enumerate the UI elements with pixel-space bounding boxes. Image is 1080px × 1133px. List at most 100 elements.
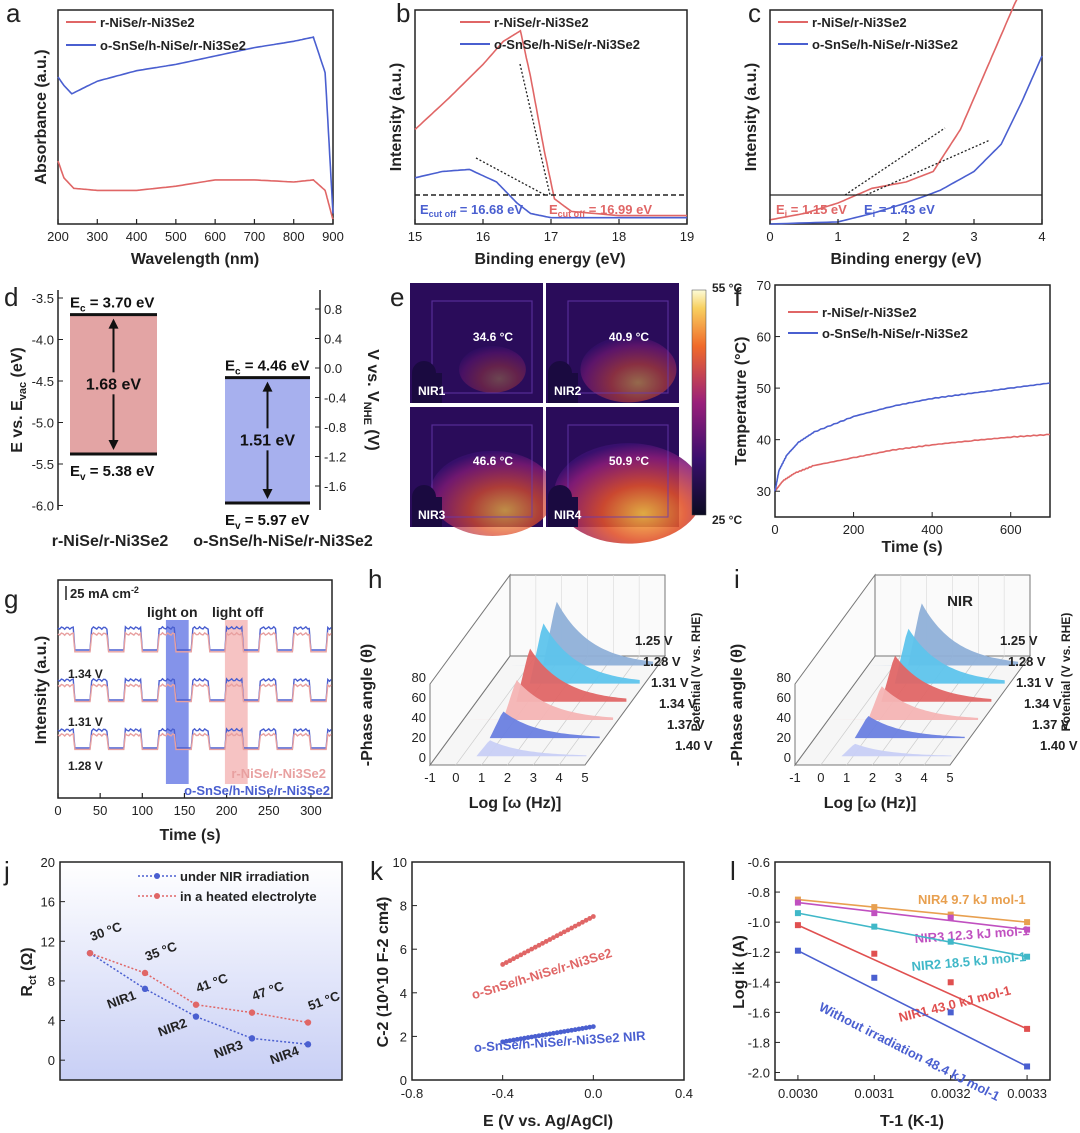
- grid-line: [558, 655, 640, 766]
- panel-h: -1 0 1 2 3 4 5 0 20 40 60 80 1.25 V 1.28 V 1.31 V 1.34…: [359, 573, 713, 812]
- x-tick-label: 2: [902, 229, 909, 244]
- sample-outline: [567, 300, 669, 394]
- thermal-image-grid: 34.6 °C NIR1 40.9 °C NIR2 46.6 °C NIR3 50.9 °C…: [410, 283, 703, 544]
- series-group: [769, 0, 1043, 225]
- y-tick-label: 8: [48, 974, 55, 989]
- x-tick-label: 2: [869, 770, 876, 785]
- x-tick-label: 1: [843, 770, 850, 785]
- phase-peak-area: [841, 655, 992, 702]
- chopped-current-trace: [57, 732, 332, 751]
- hot-spot: [459, 346, 526, 393]
- x-tick-label: 3: [970, 229, 977, 244]
- data-point: [794, 910, 801, 917]
- x-tick-label: 100: [131, 803, 153, 818]
- x-axis-label: Binding energy (eV): [474, 251, 625, 268]
- side-plane: [794, 573, 876, 767]
- x-tick-label: 500: [165, 229, 187, 244]
- data-point: [590, 914, 596, 919]
- left-tick-label: -6.0: [32, 499, 54, 514]
- data-point: [590, 1024, 596, 1029]
- tspan: E: [70, 463, 80, 480]
- legend-entry: o-SnSe/h-NiSe/r-Ni3Se2: [494, 37, 640, 52]
- clip-shape: [412, 373, 442, 403]
- x-tick-label: 300: [86, 229, 108, 244]
- phase-peak-area: [814, 716, 965, 739]
- data-point: [947, 938, 954, 945]
- tspan: E: [70, 295, 80, 312]
- axis-ticks: 0.0030 0.0031 0.0032 0.0033 -0.6 -0.8 -1.0 -1.2…: [748, 855, 1047, 1101]
- light-off-label: light off: [212, 604, 264, 620]
- scale-min-label: 25 °C: [712, 513, 742, 527]
- data-point: [500, 962, 506, 967]
- x-tick-label: 17: [544, 229, 558, 244]
- phase-peak-area: [828, 686, 979, 720]
- legend-entry: r-NiSe/r-Ni3Se2: [494, 15, 589, 30]
- y-axis-label: Intensity (a.u.): [33, 636, 50, 744]
- x-tick-label: 15: [408, 229, 422, 244]
- data-point: [794, 896, 801, 903]
- data-point: [569, 1027, 574, 1033]
- tangent-line: [865, 139, 991, 196]
- data-point: [503, 1038, 509, 1044]
- y-tick-label: 30: [757, 484, 771, 499]
- x-tick-label: 300: [300, 803, 322, 818]
- data-point: [794, 899, 801, 906]
- y-tick-label: 16: [41, 895, 55, 910]
- data-point: [794, 922, 801, 929]
- phase-peak-area: [868, 603, 1019, 666]
- sample-outline: [431, 424, 533, 518]
- y-tick-label: 50: [757, 381, 771, 396]
- legend-entry: r-NiSe/r-Ni3Se2: [100, 15, 195, 30]
- gap-label-bg: [83, 372, 144, 395]
- data-point: [525, 1035, 531, 1040]
- y-axis-label: Intensity (a.u.): [743, 63, 760, 171]
- data-point: [561, 1029, 567, 1034]
- panel-letter-k: k: [370, 856, 384, 886]
- data-point: [558, 931, 564, 937]
- y-axis-label: Absorbance (a.u.): [33, 49, 50, 184]
- x-ticks: 0 1 2 3 4: [766, 219, 1046, 244]
- series-group: [414, 29, 687, 219]
- series-label: NIR4 9.7 kJ mol-1: [918, 892, 1026, 907]
- ec-label: Ec = 3.70 eV: [70, 295, 154, 315]
- grid-line: [820, 655, 902, 766]
- phase-peak-area: [463, 680, 614, 720]
- data-point: [543, 939, 549, 944]
- data-point: [1024, 1025, 1031, 1032]
- phase-peak-area: [476, 648, 627, 702]
- phase-peak-area: [801, 743, 952, 757]
- tspan: v: [235, 521, 241, 532]
- x-tick-label: 0: [766, 229, 773, 244]
- x-tick-label: 2: [504, 770, 511, 785]
- axis-ticks: 0 200 400 600 30 40 50 60 70: [757, 278, 1022, 537]
- right-tick-label: -1.2: [324, 450, 346, 465]
- panel-g: 0 50 100 150 200 250 300 25 mA cm-2 light on l…: [33, 579, 333, 844]
- y-tick-label: 80: [412, 670, 426, 685]
- hot-spot: [429, 450, 556, 536]
- y-axis-label: -Phase angle (θ): [729, 644, 746, 766]
- potential-label: 1.31 V: [68, 715, 103, 729]
- potential-label: 1.25 V: [635, 633, 673, 648]
- y-tick-label: -1.6: [748, 1005, 770, 1020]
- clip-shape: [548, 373, 578, 403]
- right-ticks: 0.8 0.4 0.0 -0.4 -0.8 -1.2 -1.6: [315, 302, 346, 494]
- y-tick-label: 40: [777, 710, 791, 725]
- data-point: [536, 1033, 542, 1039]
- potential-label: 1.31 V: [1016, 675, 1054, 690]
- ei-label-red: Ei = 1.15 eV: [776, 202, 847, 219]
- x-tick-label: 400: [921, 522, 943, 537]
- legend-entry: r-NiSe/r-Ni3Se2: [822, 305, 917, 320]
- x-tick-label: 400: [126, 229, 148, 244]
- data-point: [554, 1030, 560, 1036]
- tile-temperature: 50.9 °C: [609, 454, 649, 468]
- tspan: = 5.97 eV: [241, 512, 310, 529]
- plot-frame: [774, 284, 1051, 518]
- data-point: [518, 1036, 524, 1042]
- light-on-label: light on: [147, 604, 198, 620]
- data-point: [1024, 953, 1031, 960]
- plot-frame: [411, 861, 685, 1081]
- panel-letter-i: i: [734, 564, 740, 594]
- data-point: [540, 940, 545, 946]
- tspan: c: [80, 304, 86, 315]
- tangent-line: [844, 127, 946, 196]
